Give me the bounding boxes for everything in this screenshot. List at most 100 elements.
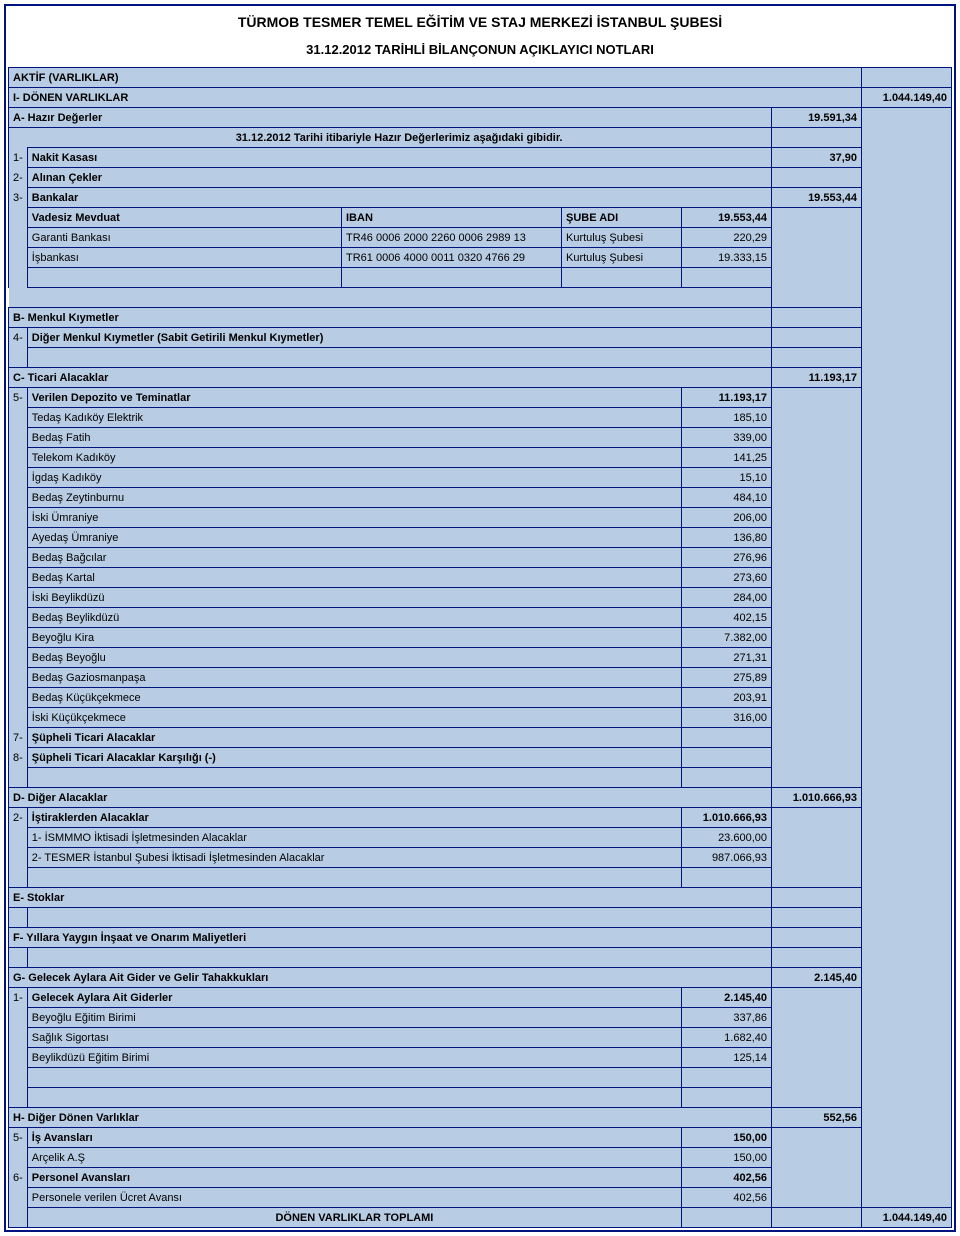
row-E: E- Stoklar (9, 888, 772, 908)
bank-h1: Vadesiz Mevduat (27, 208, 341, 228)
row-G1a: Beyoğlu Eğitim Birimi (27, 1008, 681, 1028)
dep-row-label: Bedaş Küçükçekmece (27, 688, 681, 708)
dep-row-amt: 185,10 (682, 408, 772, 428)
dep-row-amt: 136,80 (682, 528, 772, 548)
dep-row-label: İski Ümraniye (27, 508, 681, 528)
bank1-name: Garanti Bankası (27, 228, 341, 248)
dep-row-amt: 402,15 (682, 608, 772, 628)
row-C8: Şüpheli Ticari Alacaklar Karşılığı (-) (27, 748, 681, 768)
row-D2-idx: 2- (9, 808, 28, 828)
bank1-iban: TR46 0006 2000 2260 0006 2989 13 (342, 228, 562, 248)
dep-row-label: İski Küçükçekmece (27, 708, 681, 728)
row-G1b-amt: 1.682,40 (682, 1028, 772, 1048)
row-C7-idx: 7- (9, 728, 28, 748)
row-H6: Personel Avansları (27, 1168, 681, 1188)
footer-total: 1.044.149,40 (862, 1208, 952, 1228)
row-C5-idx: 5- (9, 388, 28, 408)
balance-table: AKTİF (VARLIKLAR) I- DÖNEN VARLIKLAR 1.0… (8, 67, 952, 1228)
dep-row-label: Bedaş Gaziosmanpaşa (27, 668, 681, 688)
dep-row-amt: 484,10 (682, 488, 772, 508)
row-I: I- DÖNEN VARLIKLAR (9, 88, 862, 108)
row-C: C- Ticari Alacaklar (9, 368, 772, 388)
row-H5-amt: 150,00 (682, 1128, 772, 1148)
dep-row-amt: 276,96 (682, 548, 772, 568)
row-B: B- Menkul Kıymetler (9, 308, 772, 328)
dep-row-label: Ayedaş Ümraniye (27, 528, 681, 548)
dep-row-amt: 7.382,00 (682, 628, 772, 648)
bank1-sube: Kurtuluş Şubesi (562, 228, 682, 248)
dep-row-label: İgdaş Kadıköy (27, 468, 681, 488)
footer-label: DÖNEN VARLIKLAR TOPLAMI (27, 1208, 681, 1228)
bank-h3: ŞUBE ADI (562, 208, 682, 228)
row-D2b: 2- TESMER İstanbul Şubesi İktisadi İşlet… (27, 848, 681, 868)
row-D: D- Diğer Alacaklar (9, 788, 772, 808)
dep-row-label: Bedaş Beylikdüzü (27, 608, 681, 628)
row-C8-idx: 8- (9, 748, 28, 768)
row-A3-idx: 3- (9, 188, 28, 208)
dep-row-amt: 271,31 (682, 648, 772, 668)
dep-row-label: Telekom Kadıköy (27, 448, 681, 468)
row-A-note: 31.12.2012 Tarihi itibariyle Hazır Değer… (27, 128, 771, 148)
section-active: AKTİF (VARLIKLAR) (9, 68, 862, 88)
dep-row-amt: 203,91 (682, 688, 772, 708)
row-I-total: 1.044.149,40 (862, 88, 952, 108)
row-G1-idx: 1- (9, 988, 28, 1008)
bank2-amt: 19.333,15 (682, 248, 772, 268)
row-B4-idx: 4- (9, 328, 28, 348)
dep-row-label: Bedaş Fatih (27, 428, 681, 448)
page-title: TÜRMOB TESMER TEMEL EĞİTİM VE STAJ MERKE… (8, 8, 952, 36)
bank2-iban: TR61 0006 4000 0011 0320 4766 29 (342, 248, 562, 268)
row-C-total: 11.193,17 (772, 368, 862, 388)
dep-row-amt: 284,00 (682, 588, 772, 608)
row-D2: İştiraklerden Alacaklar (27, 808, 681, 828)
row-B4: Diğer Menkul Kıymetler (Sabit Getirili M… (27, 328, 771, 348)
row-C5-amt: 11.193,17 (682, 388, 772, 408)
row-H5a: Arçelik A.Ş (27, 1148, 681, 1168)
row-G1b: Sağlık Sigortası (27, 1028, 681, 1048)
row-H6a-amt: 402,56 (682, 1188, 772, 1208)
row-G: G- Gelecek Aylara Ait Gider ve Gelir Tah… (9, 968, 772, 988)
bank-h4: 19.553,44 (682, 208, 772, 228)
dep-row-amt: 316,00 (682, 708, 772, 728)
dep-row-label: Bedaş Kartal (27, 568, 681, 588)
row-A1-idx: 1- (9, 148, 28, 168)
row-H5a-amt: 150,00 (682, 1148, 772, 1168)
row-G1c-amt: 125,14 (682, 1048, 772, 1068)
dep-row-label: Tedaş Kadıköy Elektrik (27, 408, 681, 428)
dep-row-label: Beyoğlu Kira (27, 628, 681, 648)
dep-row-amt: 141,25 (682, 448, 772, 468)
row-G1: Gelecek Aylara Ait Giderler (27, 988, 681, 1008)
row-A: A- Hazır Değerler (9, 108, 772, 128)
dep-row-label: Bedaş Zeytinburnu (27, 488, 681, 508)
page-subtitle: 31.12.2012 TARİHLİ BİLANÇONUN AÇIKLAYICI… (8, 36, 952, 67)
row-A3: Bankalar (27, 188, 771, 208)
dep-row-label: Bedaş Beyoğlu (27, 648, 681, 668)
row-A2-idx: 2- (9, 168, 28, 188)
dep-row-amt: 339,00 (682, 428, 772, 448)
row-H6a: Personele verilen Ücret Avansı (27, 1188, 681, 1208)
row-H5-idx: 5- (9, 1128, 28, 1148)
dep-row-label: Bedaş Bağcılar (27, 548, 681, 568)
bank-h2: IBAN (342, 208, 562, 228)
bank2-name: İşbankası (27, 248, 341, 268)
row-D-total: 1.010.666,93 (772, 788, 862, 808)
row-A3-amt: 19.553,44 (772, 188, 862, 208)
row-D2a-amt: 23.600,00 (682, 828, 772, 848)
row-G1c: Beylikdüzü Eğitim Birimi (27, 1048, 681, 1068)
row-C7: Şüpheli Ticari Alacaklar (27, 728, 681, 748)
row-D2-amt: 1.010.666,93 (682, 808, 772, 828)
dep-row-label: İski Beylikdüzü (27, 588, 681, 608)
row-A2: Alınan Çekler (27, 168, 771, 188)
dep-row-amt: 273,60 (682, 568, 772, 588)
row-H: H- Diğer Dönen Varlıklar (9, 1108, 772, 1128)
dep-row-amt: 275,89 (682, 668, 772, 688)
dep-row-amt: 15,10 (682, 468, 772, 488)
row-G-total: 2.145,40 (772, 968, 862, 988)
dep-row-amt: 206,00 (682, 508, 772, 528)
row-A1: Nakit Kasası (27, 148, 771, 168)
bank1-amt: 220,29 (682, 228, 772, 248)
row-A2-amt (772, 168, 862, 188)
bank2-sube: Kurtuluş Şubesi (562, 248, 682, 268)
row-D2a: 1- İSMMMO İktisadi İşletmesinden Alacakl… (27, 828, 681, 848)
row-H6-idx: 6- (9, 1168, 28, 1188)
